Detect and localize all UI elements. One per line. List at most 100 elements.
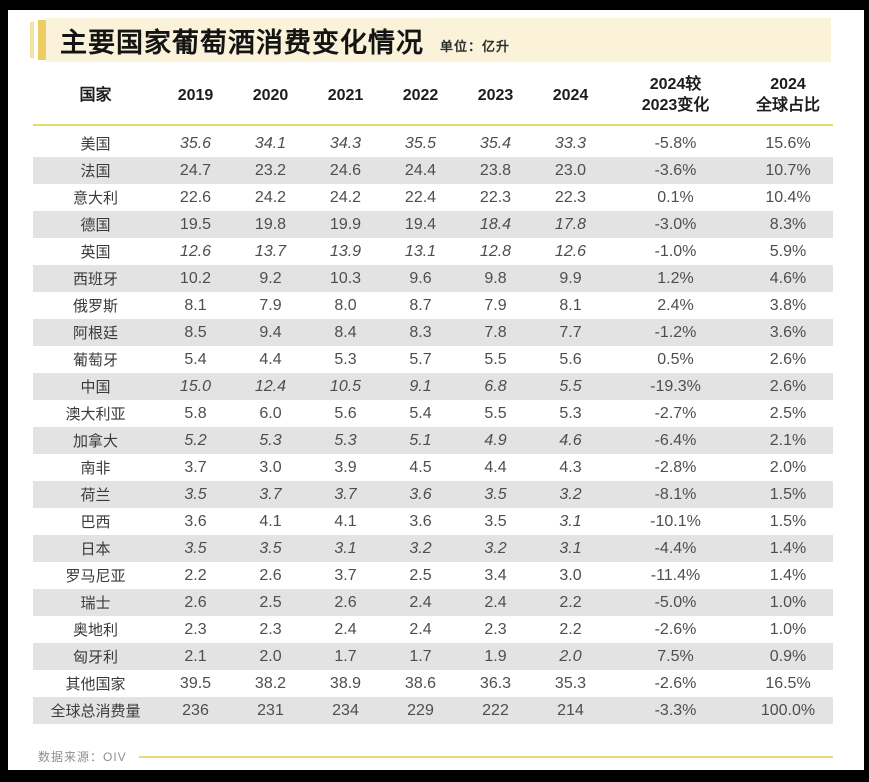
value-cell: 3.1 bbox=[559, 512, 582, 530]
value-cell: 3.0 bbox=[559, 566, 582, 584]
table-row: 英国 12.6 13.7 13.9 13.1 12.8 12.6 -1.0% 5.9% bbox=[33, 238, 833, 265]
value-cell: 12.6 bbox=[179, 242, 212, 260]
table-row: 加拿大 5.2 5.3 5.3 5.1 4.9 4.6 -6.4% 2.1% bbox=[33, 427, 833, 454]
value-cell: 3.0 bbox=[259, 458, 282, 476]
column-header-country: 国家 bbox=[79, 86, 112, 104]
value-cell: 1.5% bbox=[769, 485, 807, 503]
value-cell: 222 bbox=[482, 701, 509, 719]
value-cell: 13.9 bbox=[329, 242, 362, 260]
table-row: 美国 35.6 34.1 34.3 35.5 35.4 33.3 -5.8% 15.6% bbox=[33, 130, 833, 157]
table-row: 匈牙利 2.1 2.0 1.7 1.7 1.9 2.0 7.5% 0.9% bbox=[33, 643, 833, 670]
value-cell: 2.5 bbox=[259, 593, 282, 611]
value-cell: 13.7 bbox=[254, 242, 287, 260]
value-cell: 19.8 bbox=[254, 215, 287, 233]
value-cell: 0.9% bbox=[769, 647, 807, 665]
value-cell: 34.3 bbox=[329, 134, 362, 152]
table-row: 阿根廷 8.5 9.4 8.4 8.3 7.8 7.7 -1.2% 3.6% bbox=[33, 319, 833, 346]
value-cell: 2.6 bbox=[259, 566, 282, 584]
country-cell: 日本 bbox=[80, 541, 111, 558]
data-source-label: 数据来源：OIV bbox=[38, 750, 127, 764]
value-cell: 8.5 bbox=[184, 323, 207, 341]
column-header-share: 2024 全球占比 bbox=[755, 76, 820, 114]
value-cell: 1.4% bbox=[769, 566, 807, 584]
column-header-2024: 2024 bbox=[552, 86, 589, 104]
value-cell: 7.7 bbox=[559, 323, 582, 341]
value-cell: 4.6 bbox=[559, 431, 582, 449]
value-cell: 5.3 bbox=[259, 431, 282, 449]
value-cell: 9.2 bbox=[259, 269, 282, 287]
value-cell: 2.3 bbox=[184, 620, 207, 638]
value-cell: -3.6% bbox=[654, 161, 697, 179]
value-cell: 3.4 bbox=[484, 566, 507, 584]
value-cell: 4.4 bbox=[484, 458, 507, 476]
value-cell: 3.8% bbox=[769, 296, 807, 314]
value-cell: 3.5 bbox=[259, 539, 282, 557]
value-cell: 24.2 bbox=[329, 188, 362, 206]
value-cell: 3.6 bbox=[184, 512, 207, 530]
value-cell: 3.5 bbox=[484, 485, 507, 503]
value-cell: 19.5 bbox=[179, 215, 212, 233]
country-cell: 德国 bbox=[80, 217, 111, 234]
country-cell: 加拿大 bbox=[72, 433, 118, 450]
value-cell: 9.9 bbox=[559, 269, 582, 287]
value-cell: 6.0 bbox=[259, 404, 282, 422]
value-cell: 18.4 bbox=[479, 215, 512, 233]
value-cell: 19.4 bbox=[404, 215, 437, 233]
value-cell: -2.7% bbox=[654, 404, 697, 422]
value-cell: 12.6 bbox=[554, 242, 587, 260]
value-cell: 22.3 bbox=[554, 188, 587, 206]
value-cell: -5.0% bbox=[654, 593, 697, 611]
value-cell: 2.4 bbox=[409, 593, 432, 611]
value-cell: 24.7 bbox=[179, 161, 212, 179]
value-cell: 4.4 bbox=[259, 350, 282, 368]
value-cell: 5.2 bbox=[184, 431, 207, 449]
value-cell: 7.8 bbox=[484, 323, 507, 341]
table-row: 其他国家 39.5 38.2 38.9 38.6 36.3 35.3 -2.6% 16.5% bbox=[33, 670, 833, 697]
value-cell: 10.7% bbox=[765, 161, 811, 179]
value-cell: 5.6 bbox=[334, 404, 357, 422]
value-cell: 7.5% bbox=[657, 647, 694, 665]
value-cell: 23.8 bbox=[479, 161, 512, 179]
value-cell: 2.1% bbox=[769, 431, 807, 449]
value-cell: 35.3 bbox=[554, 674, 587, 692]
value-cell: 3.6% bbox=[769, 323, 807, 341]
consumption-table: 国家 2019 2020 2021 2022 2023 2024 2024较 2… bbox=[33, 70, 833, 724]
value-cell: 35.6 bbox=[179, 134, 212, 152]
value-cell: 2.3 bbox=[484, 620, 507, 638]
value-cell: 3.2 bbox=[409, 539, 432, 557]
column-header-2019: 2019 bbox=[177, 86, 214, 104]
table-row: 荷兰 3.5 3.7 3.7 3.6 3.5 3.2 -8.1% 1.5% bbox=[33, 481, 833, 508]
value-cell: 1.7 bbox=[409, 647, 432, 665]
table-row: 全球总消费量 236 231 234 229 222 214 -3.3% 100.0% bbox=[33, 697, 833, 724]
value-cell: 8.1 bbox=[184, 296, 207, 314]
value-cell: 229 bbox=[407, 701, 434, 719]
value-cell: 9.6 bbox=[409, 269, 432, 287]
country-cell: 奥地利 bbox=[72, 622, 118, 639]
value-cell: 2.3 bbox=[259, 620, 282, 638]
value-cell: 2.2 bbox=[559, 593, 582, 611]
value-cell: 12.8 bbox=[479, 242, 512, 260]
source-underline bbox=[138, 755, 833, 758]
value-cell: 8.3 bbox=[409, 323, 432, 341]
page-title: 主要国家葡萄酒消费变化情况 bbox=[60, 27, 424, 58]
table-row: 西班牙 10.2 9.2 10.3 9.6 9.8 9.9 1.2% 4.6% bbox=[33, 265, 833, 292]
country-cell: 罗马尼亚 bbox=[65, 568, 126, 585]
value-cell: 2.1 bbox=[184, 647, 207, 665]
value-cell: 2.0 bbox=[259, 647, 282, 665]
value-cell: 5.7 bbox=[409, 350, 432, 368]
value-cell: 23.0 bbox=[554, 161, 587, 179]
table-row: 罗马尼亚 2.2 2.6 3.7 2.5 3.4 3.0 -11.4% 1.4% bbox=[33, 562, 833, 589]
table-row: 意大利 22.6 24.2 24.2 22.4 22.3 22.3 0.1% 10.4% bbox=[33, 184, 833, 211]
country-cell: 西班牙 bbox=[72, 271, 118, 288]
value-cell: 231 bbox=[257, 701, 284, 719]
value-cell: 2.4 bbox=[484, 593, 507, 611]
accent-bar-gold bbox=[38, 20, 46, 60]
table-header-row: 国家 2019 2020 2021 2022 2023 2024 2024较 2… bbox=[33, 70, 833, 122]
value-cell: 3.6 bbox=[409, 485, 432, 503]
table-row: 奥地利 2.3 2.3 2.4 2.4 2.3 2.2 -2.6% 1.0% bbox=[33, 616, 833, 643]
value-cell: 24.4 bbox=[404, 161, 437, 179]
table-row: 瑞士 2.6 2.5 2.6 2.4 2.4 2.2 -5.0% 1.0% bbox=[33, 589, 833, 616]
value-cell: 35.4 bbox=[479, 134, 512, 152]
value-cell: 35.5 bbox=[404, 134, 437, 152]
